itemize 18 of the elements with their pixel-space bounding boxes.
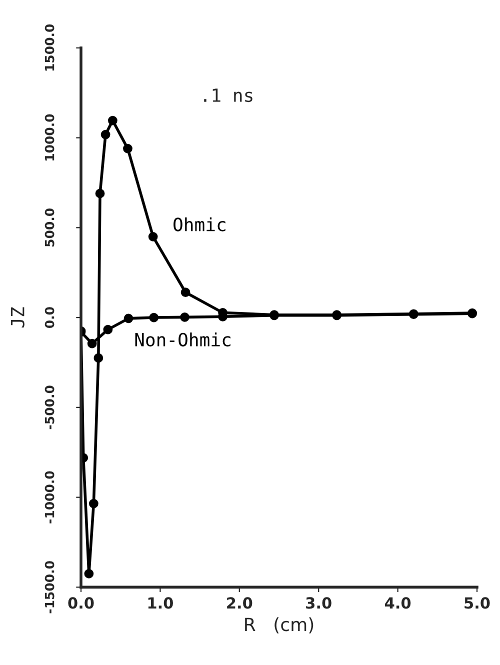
x-tick-label: 5.0 bbox=[464, 597, 490, 609]
y-tick-label: 0.0 bbox=[44, 307, 54, 328]
x-tick-label: 3.0 bbox=[306, 597, 332, 609]
y-tick-label: -1500.0 bbox=[44, 561, 54, 614]
series-label: Ohmic bbox=[174, 217, 226, 232]
y-tick-label: 1500.0 bbox=[44, 24, 54, 71]
y-tick-label: 1000.0 bbox=[44, 114, 54, 160]
y-tick-label: -1000.0 bbox=[44, 471, 54, 524]
y-axis-title: JZ bbox=[11, 307, 24, 328]
y-tick-label: 500.0 bbox=[44, 208, 54, 246]
x-axis-title: R (cm) bbox=[245, 617, 314, 634]
x-tick-label: 1.0 bbox=[148, 597, 173, 609]
x-tick-label: 4.0 bbox=[384, 597, 411, 609]
x-tick-label: 0.0 bbox=[68, 597, 94, 609]
y-tick-label: -500.0 bbox=[44, 386, 54, 430]
series-label: Non-Ohmic bbox=[135, 332, 230, 346]
annotation: .1 ns bbox=[204, 88, 252, 102]
x-tick-label: 2.0 bbox=[227, 597, 252, 609]
